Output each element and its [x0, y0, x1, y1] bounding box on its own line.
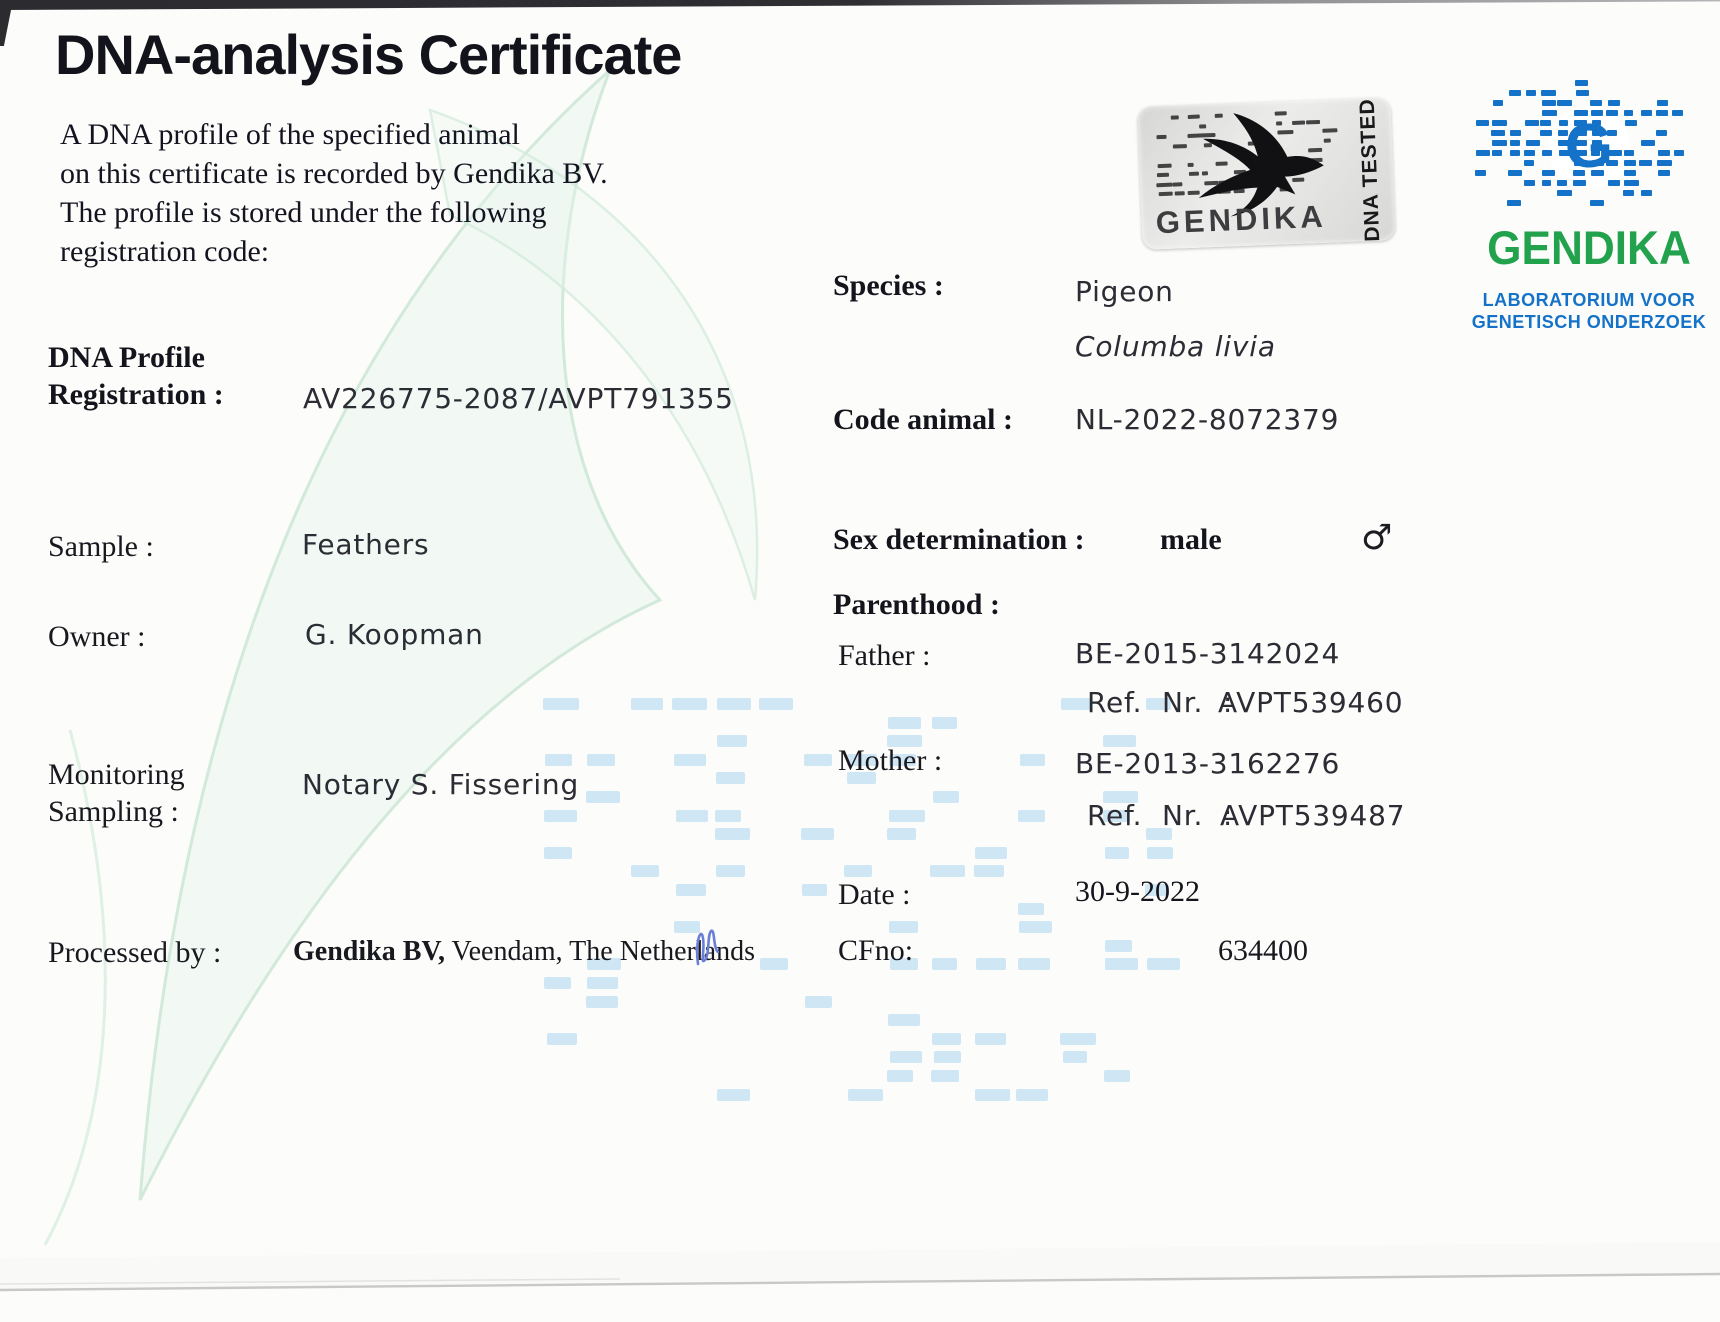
- species-value: Pigeon: [1075, 275, 1174, 308]
- logo-g-icon: G: [1548, 106, 1630, 188]
- intro-line: The profile is stored under the followin…: [60, 196, 547, 229]
- paper-edge-line: [0, 1242, 1720, 1292]
- mother-value: BE-2013-3162276: [1075, 747, 1341, 780]
- stamp-brand: GENDIKA: [1155, 198, 1328, 241]
- sex-value: male: [1160, 523, 1222, 556]
- species-latin: Columba livia: [1075, 330, 1276, 363]
- male-symbol-icon: ♂: [1361, 518, 1393, 558]
- logo-g-letter: G: [1564, 112, 1614, 181]
- intro-line: registration code:: [60, 235, 270, 268]
- parenthood-label: Parenthood :: [833, 588, 1000, 621]
- father-ref-value: AVPT539460: [1218, 686, 1404, 719]
- scan-edge-corner: [0, 0, 13, 46]
- cfno-value: 634400: [1218, 934, 1308, 967]
- father-value: BE-2015-3142024: [1075, 637, 1341, 670]
- mother-ref-label: Ref. Nr. :: [1087, 799, 1234, 832]
- date-label: Date :: [838, 878, 911, 911]
- mother-ref-value: AVPT539487: [1220, 799, 1406, 832]
- dna-profile-value: AV226775-2087/AVPT791355: [303, 382, 734, 415]
- dna-tested-stamp: GENDIKA DNA TESTED: [1137, 97, 1396, 250]
- scan-edge-top: [0, 0, 1720, 10]
- monitoring-label-line1: Monitoring: [48, 758, 185, 791]
- signature-squiggle: [695, 929, 720, 966]
- logo-subline-2: GENETISCH ONDERZOEK: [1471, 312, 1707, 332]
- father-ref-label: Ref. Nr. :: [1087, 686, 1234, 719]
- mother-label: Mother :: [838, 744, 943, 777]
- page-title: DNA-analysis Certificate: [55, 23, 682, 86]
- species-label: Species :: [833, 269, 944, 302]
- code-animal-value: NL-2022-8072379: [1075, 403, 1340, 436]
- processed-by-company: Gendika BV,: [293, 936, 445, 967]
- logo-dash-field: G: [1474, 80, 1706, 214]
- stamp-side-text: DNA TESTED: [1355, 97, 1385, 243]
- father-label: Father :: [838, 639, 931, 672]
- gendika-logo: G GENDIKA LABORATORIUM VOOR GENETISCH ON…: [1468, 80, 1710, 333]
- code-animal-label: Code animal :: [833, 403, 1013, 436]
- sex-determination-label: Sex determination :: [833, 523, 1085, 556]
- dna-profile-label-line1: DNA Profile: [48, 341, 205, 374]
- logo-subline-1: LABORATORIUM VOOR: [1482, 290, 1696, 310]
- cfno-label: CFno:: [838, 934, 914, 967]
- sample-value: Feathers: [302, 528, 430, 561]
- processed-by-label: Processed by :: [48, 936, 222, 969]
- date-value: 30-9-2022: [1075, 875, 1200, 908]
- monitoring-value: Notary S. Fissering: [302, 768, 580, 801]
- intro-line: A DNA profile of the specified animal: [60, 118, 520, 151]
- dna-profile-label-line2: Registration :: [48, 378, 224, 411]
- owner-value: G. Koopman: [305, 618, 484, 651]
- intro-line: on this certificate is recorded by Gendi…: [60, 157, 608, 190]
- logo-brand: GENDIKA: [1487, 221, 1691, 274]
- stamp-bird-icon: [1198, 113, 1324, 217]
- intro-paragraph: A DNA profile of the specified animal on…: [60, 115, 608, 271]
- owner-label: Owner :: [48, 620, 146, 653]
- sample-label: Sample :: [48, 530, 154, 563]
- monitoring-label-line2: Sampling :: [48, 795, 179, 828]
- processed-by-value: Gendika BV, Veendam, The Netherlands: [293, 936, 755, 968]
